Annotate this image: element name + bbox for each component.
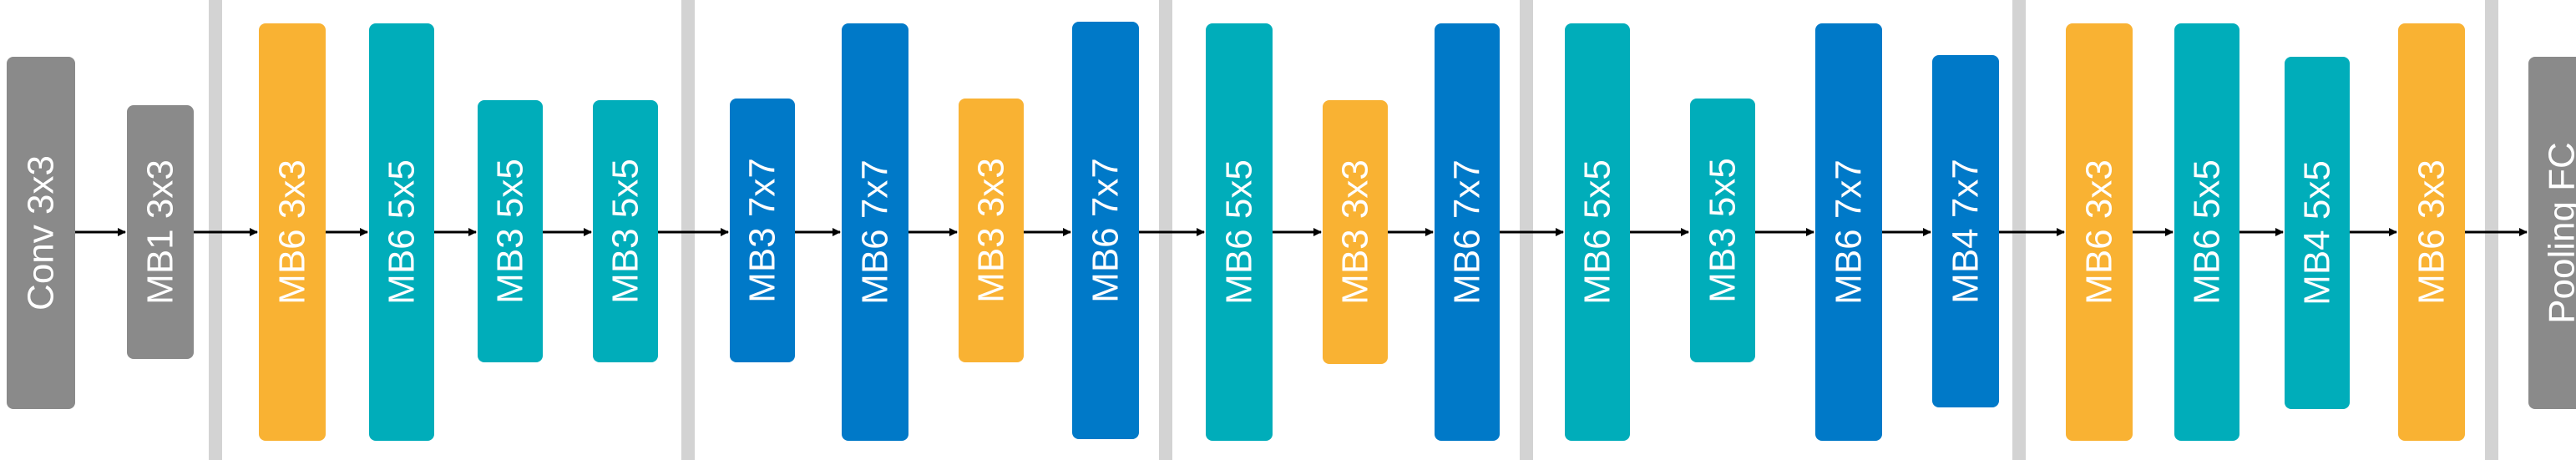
layer-block-label: MB6 3x3 [2079, 159, 2120, 305]
stage-separator [209, 0, 222, 460]
stage-separator [1520, 0, 1533, 460]
layer-block-box [1565, 23, 1630, 441]
layer-block-box [1932, 55, 1999, 407]
layer-block: MB3 5x5 [1690, 99, 1755, 362]
layer-block-label: MB6 5x5 [2187, 159, 2228, 305]
stage-separator [2012, 0, 2026, 460]
layer-block-box [593, 100, 658, 362]
layer-block-box [2528, 57, 2576, 409]
layer-block-box [959, 99, 1024, 362]
layer-block: MB4 5x5 [2285, 57, 2350, 409]
layer-block-label: MB3 3x3 [1335, 159, 1376, 305]
layer-block-label: Conv 3x3 [21, 155, 62, 311]
layer-block-box [1072, 22, 1139, 439]
layer-block-box [2174, 23, 2239, 441]
layer-block-label: MB6 3x3 [272, 159, 313, 305]
layer-block-label: MB1 3x3 [140, 159, 181, 305]
layer-block: MB6 3x3 [259, 23, 326, 441]
layer-block-box [259, 23, 326, 441]
layer-block-box [1815, 23, 1882, 441]
layer-block: MB6 7x7 [1435, 23, 1500, 441]
layer-block: MB3 7x7 [730, 99, 795, 362]
layer-block: MB6 5x5 [369, 23, 434, 441]
layer-block-label: MB3 5x5 [1703, 158, 1743, 303]
layer-block: MB6 7x7 [842, 23, 908, 441]
layer-block-label: MB6 5x5 [382, 159, 423, 305]
layer-block-label: MB3 5x5 [605, 159, 646, 304]
layer-block: Pooling FC [2528, 57, 2576, 409]
layer-block: MB1 3x3 [127, 105, 194, 359]
layer-block-box [842, 23, 908, 441]
layer-block: MB3 3x3 [959, 99, 1024, 362]
layer-block-label: MB6 5x5 [1577, 159, 1618, 305]
layer-block: MB3 5x5 [478, 100, 543, 362]
layer-block-label: MB4 7x7 [1946, 159, 1986, 304]
layer-block: MB4 7x7 [1932, 55, 1999, 407]
layer-block-label: MB6 7x7 [1086, 158, 1126, 303]
layer-block-box [127, 105, 194, 359]
layer-block: MB6 7x7 [1815, 23, 1882, 441]
layer-block-box [1323, 100, 1388, 364]
layer-block-box [730, 99, 795, 362]
layer-block-box [1690, 99, 1755, 362]
layer-block-box [1206, 23, 1273, 441]
layer-block-box [2066, 23, 2133, 441]
layer-block-box [1435, 23, 1500, 441]
layer-block: MB3 3x3 [1323, 100, 1388, 364]
layer-block-box [369, 23, 434, 441]
layer-block: MB6 3x3 [2398, 23, 2465, 441]
layer-blocks: Conv 3x3 MB1 3x3 MB6 3x3 MB6 5x5 MB3 5x5 MB3 … [7, 22, 2576, 441]
layer-block-label: MB3 5x5 [490, 159, 531, 304]
layer-block-label: MB6 5x5 [1219, 159, 1260, 305]
layer-block-box [478, 100, 543, 362]
layer-block: Conv 3x3 [7, 57, 75, 409]
layer-block-label: MB6 7x7 [855, 159, 896, 305]
layer-block: MB6 5x5 [2174, 23, 2239, 441]
stage-separators [209, 0, 2498, 460]
stage-separator [2485, 0, 2498, 460]
layer-block-box [7, 57, 75, 409]
stage-separator [1159, 0, 1172, 460]
layer-block-label: MB3 7x7 [742, 158, 783, 303]
layer-block-label: MB6 7x7 [1829, 159, 1870, 305]
stage-separator [681, 0, 695, 460]
layer-block-label: MB4 5x5 [2297, 160, 2338, 306]
layer-block-label: MB3 3x3 [971, 158, 1012, 303]
layer-block: MB6 5x5 [1565, 23, 1630, 441]
layer-block: MB6 3x3 [2066, 23, 2133, 441]
layer-block-label: MB6 7x7 [1447, 159, 1488, 305]
layer-block-box [2398, 23, 2465, 441]
layer-block: MB6 5x5 [1206, 23, 1273, 441]
layer-block-label: MB6 3x3 [2412, 159, 2452, 305]
layer-block-box [2285, 57, 2350, 409]
layer-block: MB6 7x7 [1072, 22, 1139, 439]
layer-block-label: Pooling FC [2542, 142, 2576, 324]
layer-block: MB3 5x5 [593, 100, 658, 362]
